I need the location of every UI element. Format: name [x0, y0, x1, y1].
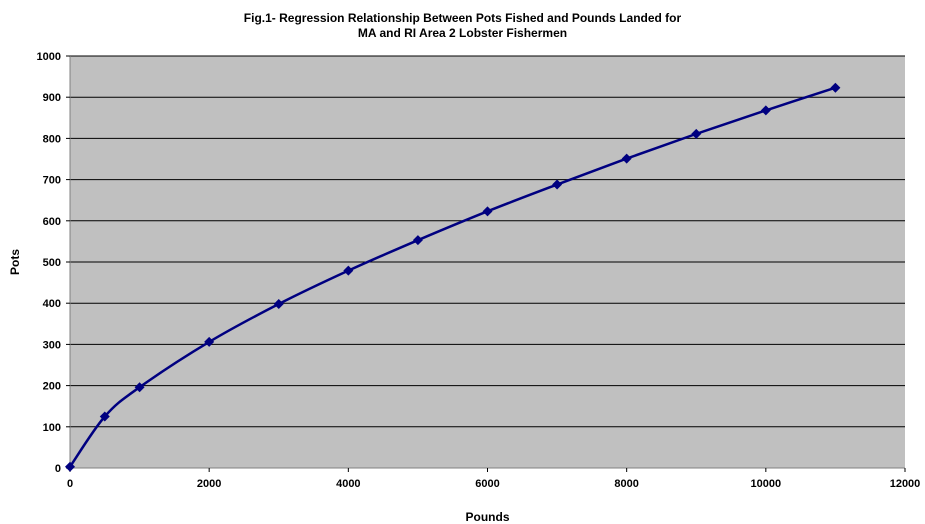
x-tick-label: 6000 [475, 478, 499, 490]
x-tick-labels: 0 2000 4000 6000 8000 10000 12000 [67, 478, 920, 490]
y-axis-label: Pots [8, 249, 22, 275]
y-tick-label: 0 [55, 463, 61, 475]
data-point-marker [691, 128, 702, 139]
data-point-marker [204, 336, 215, 347]
x-tick-label: 4000 [336, 478, 360, 490]
y-tick-label: 300 [43, 339, 61, 351]
data-point-marker [621, 153, 632, 164]
chart-title-line-1: Fig.1- Regression Relationship Between P… [243, 11, 682, 25]
x-tick-label: 0 [67, 478, 73, 490]
data-point-marker [273, 299, 284, 310]
x-axis-label: Pounds [466, 510, 510, 524]
y-tick-label: 800 [43, 133, 61, 145]
data-point-marker [412, 235, 423, 246]
data-point-marker [343, 265, 354, 276]
y-tick-label: 900 [43, 92, 61, 104]
data-point-marker [482, 206, 493, 217]
x-tick-label: 2000 [197, 478, 221, 490]
y-tick-label: 1000 [37, 51, 61, 63]
data-point-marker [830, 82, 841, 93]
y-tick-label: 400 [43, 298, 61, 310]
y-tick-label: 500 [43, 257, 61, 269]
chart-title-line-2: MA and RI Area 2 Lobster Fishermen [357, 26, 568, 40]
x-tick-label: 8000 [614, 478, 638, 490]
data-point-marker [760, 105, 771, 116]
y-tick-label: 600 [43, 216, 61, 228]
data-point-marker [65, 461, 75, 472]
data-point-marker [134, 382, 145, 393]
y-tick-label: 200 [43, 381, 61, 393]
data-markers [65, 82, 841, 472]
x-tick-label: 10000 [751, 478, 782, 490]
axes [66, 55, 906, 472]
y-tick-label: 700 [43, 175, 61, 187]
y-tick-labels: 0 100 200 300 400 500 600 700 800 900 1000 [37, 51, 61, 475]
data-point-marker [552, 179, 563, 190]
y-tick-label: 100 [43, 422, 61, 434]
x-tick-label: 12000 [890, 478, 921, 490]
data-point-marker [99, 411, 110, 422]
